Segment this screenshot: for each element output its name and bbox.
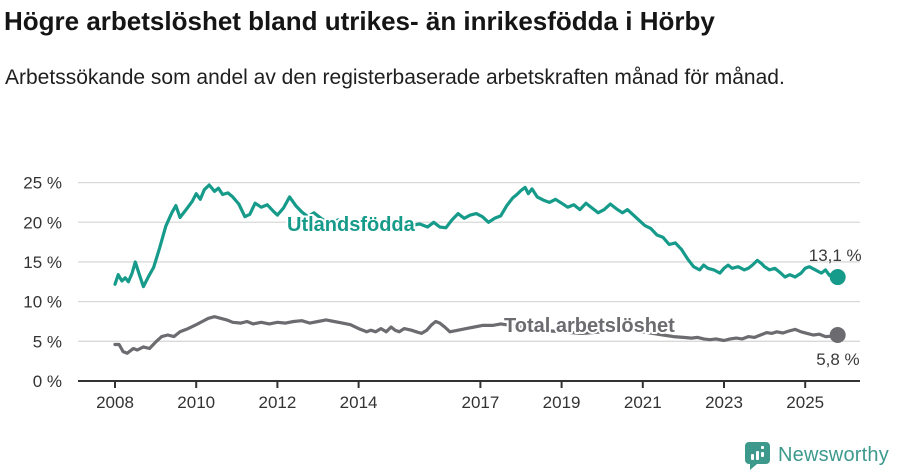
- series-end-value-label: 5,8 %: [816, 350, 859, 369]
- newsworthy-speech-bubble-chart-icon: [744, 441, 771, 470]
- series-label-total: Total arbetslöshet: [504, 315, 675, 337]
- y-axis-tick-label: 0 %: [33, 372, 62, 391]
- y-axis-tick-label: 5 %: [33, 332, 62, 351]
- x-axis-tick-label: 2008: [96, 393, 134, 412]
- y-axis-tick-label: 20 %: [23, 213, 62, 232]
- series-line-total: [113, 315, 840, 355]
- newsworthy-brand-name: Newsworthy: [778, 444, 889, 466]
- x-axis-tick-label: 2023: [705, 393, 743, 412]
- series-label-utlandsfodda: Utlandsfödda: [287, 214, 416, 236]
- x-axis-tick-label: 2017: [461, 393, 499, 412]
- chart-subtitle: Arbetssökande som andel av den registerb…: [5, 66, 785, 89]
- x-axis-tick-label: 2025: [786, 393, 824, 412]
- x-axis-tick-label: 2012: [258, 393, 296, 412]
- y-axis-tick-label: 10 %: [23, 293, 62, 312]
- unemployment-line-chart: 0 % 5 % 10 % 15 % 20 % 25 % 2008 2010 2012 2014 20…: [0, 150, 900, 430]
- x-axis-tick-label: 2010: [177, 393, 215, 412]
- series-end-dot: [829, 269, 846, 286]
- page-title: Högre arbetslöshet bland utrikes- än inr…: [4, 6, 715, 36]
- y-axis-tick-label: 15 %: [23, 253, 62, 272]
- x-axis-tick-label: 2014: [340, 393, 378, 412]
- series-end-dot: [829, 326, 846, 343]
- newsworthy-logo[interactable]: Newsworthy: [744, 441, 889, 470]
- series-end-value-label: 13,1 %: [809, 246, 862, 265]
- y-axis-tick-label: 25 %: [23, 174, 62, 193]
- x-axis-tick-label: 2019: [543, 393, 581, 412]
- chart-canvas: 0 % 5 % 10 % 15 % 20 % 25 % 2008 2010 2012 2014 20…: [23, 174, 862, 412]
- series-line-utlandsfodda: [113, 183, 840, 289]
- x-axis-tick-label: 2021: [624, 393, 662, 412]
